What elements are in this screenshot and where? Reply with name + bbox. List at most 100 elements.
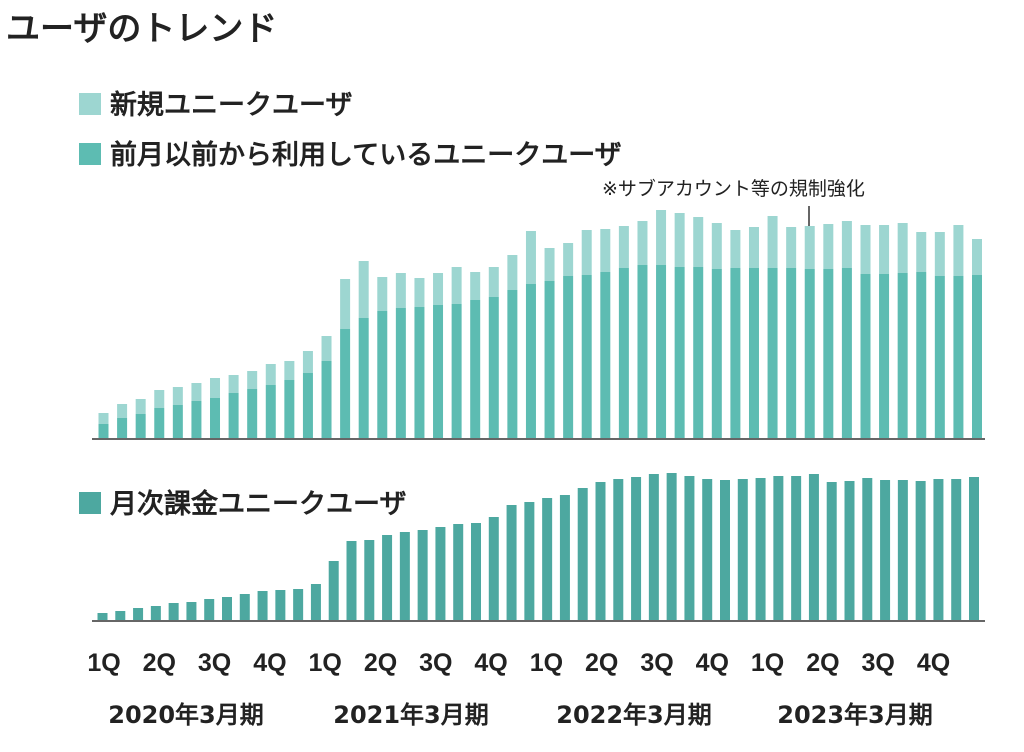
bar-existing-users-37	[786, 268, 797, 438]
x-tick-label: 2Q	[364, 649, 397, 677]
bar-new-users-45	[934, 232, 945, 276]
bar-paying-users-13	[328, 561, 339, 620]
bar-existing-users-36	[767, 268, 778, 438]
bar-new-users-41	[860, 225, 871, 274]
bar-existing-users-6	[210, 398, 221, 438]
bar-existing-users-45	[934, 276, 945, 438]
bar-new-users-3	[154, 390, 165, 408]
bar-paying-users-8	[239, 594, 250, 620]
bar-new-users-4	[172, 387, 183, 405]
bar-existing-users-8	[247, 389, 258, 438]
bar-existing-users-20	[470, 300, 481, 438]
bar-paying-users-20	[453, 524, 464, 620]
bar-paying-users-33	[684, 476, 695, 620]
bar-new-users-44	[916, 232, 927, 272]
bar-existing-users-0	[98, 424, 109, 438]
bar-existing-users-35	[748, 268, 759, 438]
bar-paying-users-17	[399, 532, 410, 620]
bar-new-users-20	[470, 272, 481, 300]
bar-new-users-33	[711, 223, 722, 269]
bar-existing-users-43	[897, 273, 908, 438]
bar-existing-users-40	[841, 268, 852, 438]
bar-paying-users-38	[773, 476, 784, 620]
bar-paying-users-42	[844, 481, 855, 620]
bar-paying-users-45	[897, 480, 908, 620]
legend-label-existing-users: 前月以前から利用しているユニークユーザ	[110, 139, 622, 171]
x-tick-label: 4Q	[696, 649, 729, 677]
bar-paying-users-25	[542, 498, 553, 620]
bar-paying-users-29	[613, 479, 624, 620]
bar-paying-users-36	[737, 479, 748, 620]
bar-paying-users-48	[951, 479, 962, 620]
legend-label-paying-users: 月次課金ユニークユーザ	[109, 488, 406, 520]
bar-new-users-11	[302, 351, 313, 373]
bar-new-users-27	[600, 229, 611, 272]
bar-new-users-16	[395, 273, 406, 308]
bar-paying-users-31	[648, 474, 659, 620]
bar-paying-users-14	[346, 541, 357, 620]
bar-existing-users-33	[711, 269, 722, 438]
x-axis-labels: 1Q 2Q 3Q 4Q 1Q 2Q 3Q 4Q 1Q 2Q 3Q 4Q 1Q 2Q 3Q 4Q	[87, 649, 950, 677]
bar-new-users-1	[117, 404, 128, 418]
bar-existing-users-31	[674, 267, 685, 438]
bar-paying-users-19	[435, 527, 446, 620]
page-title: ユーザのトレンド	[6, 9, 277, 49]
bar-existing-users-25	[563, 276, 574, 438]
bar-new-users-36	[767, 216, 778, 268]
paying-bars-group	[97, 473, 979, 620]
bar-new-users-38	[804, 226, 815, 269]
fiscal-year-label: 2023年3月期	[777, 701, 933, 729]
stacked-bars-group	[98, 210, 982, 438]
x-tick-label: 1Q	[309, 649, 342, 677]
bar-new-users-18	[433, 273, 444, 305]
bar-new-users-8	[247, 371, 258, 389]
bar-new-users-30	[656, 210, 667, 265]
bar-new-users-40	[841, 221, 852, 268]
bar-new-users-32	[693, 217, 704, 267]
bar-existing-users-34	[730, 268, 741, 438]
bar-existing-users-24	[544, 281, 555, 438]
fiscal-year-label: 2020年3月期	[108, 701, 264, 729]
bar-existing-users-4	[172, 405, 183, 438]
bar-existing-users-27	[600, 272, 611, 438]
x-tick-label: 4Q	[917, 649, 950, 677]
bar-paying-users-26	[559, 495, 570, 620]
x-tick-label: 1Q	[751, 649, 784, 677]
bar-new-users-12	[321, 336, 332, 361]
bar-new-users-21	[488, 267, 499, 297]
bar-paying-users-9	[257, 591, 268, 620]
bar-paying-users-12	[310, 584, 321, 620]
bar-existing-users-46	[953, 276, 964, 438]
bar-new-users-15	[377, 277, 388, 311]
bar-existing-users-2	[135, 414, 146, 438]
bar-paying-users-23	[506, 505, 517, 620]
fiscal-year-labels: 2020年3月期 2021年3月期 2022年3月期 2023年3月期	[108, 701, 933, 729]
bar-paying-users-46	[915, 481, 926, 620]
bar-existing-users-28	[618, 268, 629, 438]
legend-swatch-paying-users	[79, 492, 101, 514]
bar-paying-users-41	[826, 482, 837, 620]
bar-existing-users-19	[451, 304, 462, 438]
bar-new-users-42	[879, 225, 890, 274]
bar-paying-users-27	[577, 488, 588, 620]
bar-new-users-29	[637, 221, 648, 265]
bar-paying-users-37	[755, 478, 766, 620]
bar-existing-users-9	[265, 385, 276, 438]
bar-existing-users-18	[433, 305, 444, 438]
bar-paying-users-49	[969, 477, 979, 620]
x-tick-label: 3Q	[640, 649, 673, 677]
x-tick-label: 1Q	[87, 649, 120, 677]
bar-paying-users-11	[293, 589, 304, 620]
bar-paying-users-3	[150, 606, 161, 620]
bar-paying-users-44	[880, 480, 891, 620]
bar-new-users-24	[544, 248, 555, 281]
annotation-text: ※サブアカウント等の規制強化	[602, 177, 865, 200]
bar-existing-users-38	[804, 269, 815, 438]
bar-new-users-46	[953, 225, 964, 276]
bar-paying-users-18	[417, 530, 428, 620]
bar-new-users-39	[823, 224, 834, 269]
bar-existing-users-10	[284, 380, 295, 438]
bar-paying-users-47	[933, 479, 944, 620]
x-tick-label: 3Q	[862, 649, 895, 677]
